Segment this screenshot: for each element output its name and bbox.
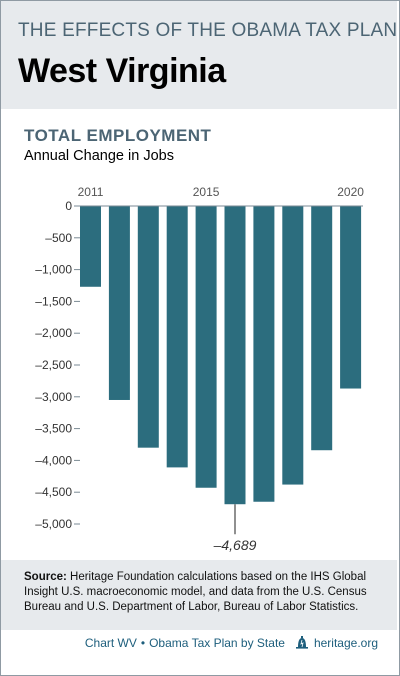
source-note: Source: Heritage Foundation calculations… xyxy=(24,570,384,615)
y-tick-label: –5,000 xyxy=(35,517,72,531)
y-tick-label: –2,000 xyxy=(35,326,72,340)
chart-title: TOTAL EMPLOYMENT xyxy=(24,126,212,145)
bar xyxy=(166,206,188,468)
site-link[interactable]: heritage.org xyxy=(313,636,378,650)
footer-separator: • xyxy=(140,636,146,650)
y-tick-label: –3,500 xyxy=(35,422,72,436)
x-tick-label: 2015 xyxy=(193,185,220,199)
x-tick-label: 2011 xyxy=(78,185,104,199)
header-band xyxy=(1,1,397,109)
footer: Chart WV • Obama Tax Plan by State herit… xyxy=(85,636,378,650)
y-tick-label: 0 xyxy=(65,199,72,213)
bar xyxy=(195,206,217,488)
source-band xyxy=(1,560,397,630)
series-name: Obama Tax Plan by State xyxy=(149,636,285,650)
y-tick-label: –500 xyxy=(45,231,72,245)
state-title: West Virginia xyxy=(18,52,226,90)
bar xyxy=(340,206,362,389)
y-tick-label: –1,500 xyxy=(35,294,72,308)
bar xyxy=(80,206,101,287)
x-tick-label: 2020 xyxy=(337,185,364,199)
bar xyxy=(137,206,159,448)
chart-subtitle: Annual Change in Jobs xyxy=(24,148,174,164)
annotation-label: –4,689 xyxy=(213,537,257,553)
bar xyxy=(253,206,275,502)
chart-id: Chart WV xyxy=(84,636,137,650)
liberty-bell-icon xyxy=(295,636,308,649)
y-tick-label: –4,000 xyxy=(35,453,72,467)
y-tick-label: –4,500 xyxy=(35,485,72,499)
supertitle: THE EFFECTS OF THE OBAMA TAX PLAN xyxy=(18,20,398,41)
y-tick-label: –3,000 xyxy=(35,390,72,404)
bar xyxy=(108,206,130,400)
y-tick-label: –2,500 xyxy=(35,358,72,372)
bar xyxy=(311,206,333,451)
bar xyxy=(282,206,304,485)
source-label: Source: xyxy=(24,571,67,583)
bar xyxy=(224,206,246,505)
source-body: Heritage Foundation calculations based o… xyxy=(24,571,367,613)
y-tick-label: –1,000 xyxy=(35,263,72,277)
